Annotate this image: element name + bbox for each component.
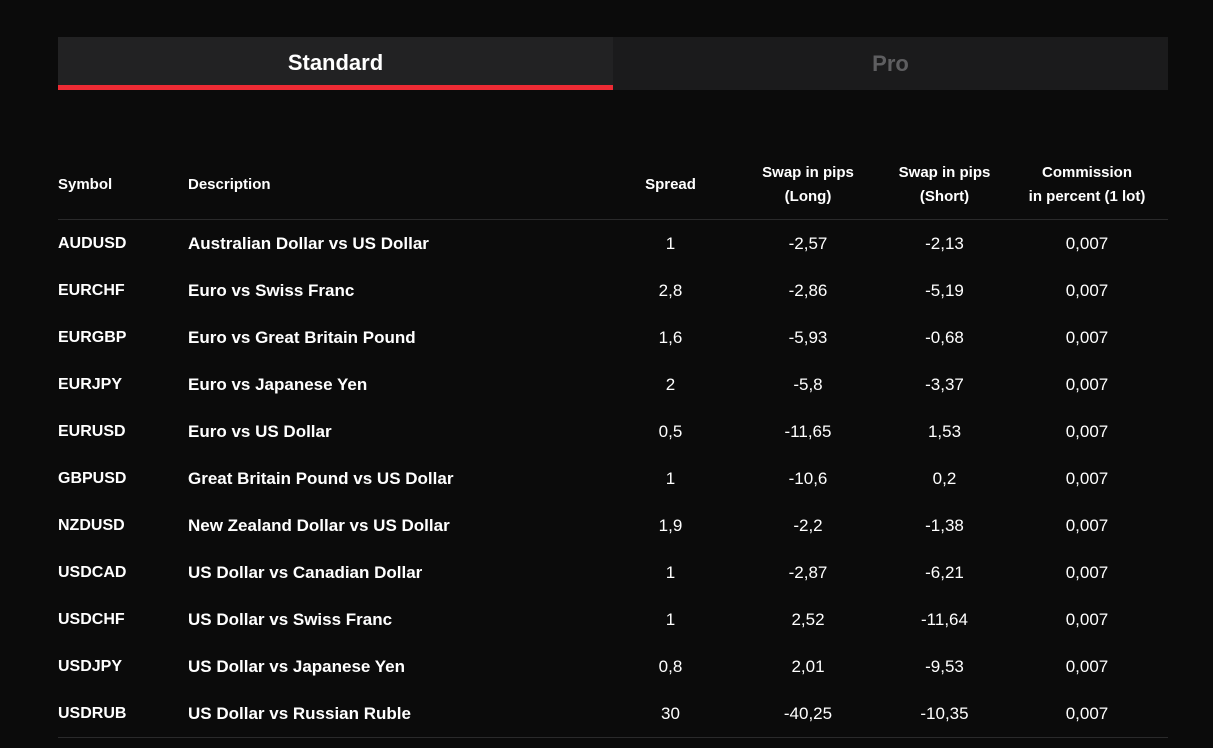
header-description: Description xyxy=(188,150,608,220)
cell-swap-long: -2,2 xyxy=(793,515,823,535)
cell-symbol: GBPUSD xyxy=(58,469,127,487)
cell-swap-long: 2,01 xyxy=(791,656,825,676)
header-symbol: Symbol xyxy=(58,150,188,220)
cell-commission: 0,007 xyxy=(1065,233,1109,253)
account-type-tabs: Standard Pro xyxy=(58,37,1168,90)
header-swap-short-line2: (Short) xyxy=(919,187,970,205)
cell-swap-short: -9,53 xyxy=(925,656,964,676)
header-swap-long-line1: Swap in pips xyxy=(762,163,854,181)
cell-swap-long: -10,6 xyxy=(788,468,828,488)
header-commission: Commission in percent (1 lot) xyxy=(1006,150,1168,220)
cell-spread: 1 xyxy=(665,562,676,582)
table-row: USDJPY US Dollar vs Japanese Yen 0,8 2,01 -9… xyxy=(58,643,1168,690)
cell-symbol: EURCHF xyxy=(58,281,125,299)
cell-commission: 0,007 xyxy=(1065,374,1109,394)
cell-swap-short: -6,21 xyxy=(925,562,964,582)
table-row: USDRUB US Dollar vs Russian Ruble 30 -40,25… xyxy=(58,690,1168,738)
header-swap-short: Swap in pips (Short) xyxy=(883,150,1006,220)
cell-spread: 2 xyxy=(665,374,676,394)
cell-description: Euro vs Japanese Yen xyxy=(188,374,368,394)
cell-spread: 1,6 xyxy=(658,327,683,347)
header-spread: Spread xyxy=(608,150,733,220)
cell-commission: 0,007 xyxy=(1065,421,1109,441)
cell-commission: 0,007 xyxy=(1065,468,1109,488)
table-row: USDCAD US Dollar vs Canadian Dollar 1 -2,87… xyxy=(58,549,1168,596)
cell-symbol: USDJPY xyxy=(58,657,123,675)
tab-standard[interactable]: Standard xyxy=(58,37,613,90)
cell-description: US Dollar vs Canadian Dollar xyxy=(188,562,423,582)
table-row: AUDUSD Australian Dollar vs US Dollar 1 -2,… xyxy=(58,220,1168,268)
table-row: EURUSD Euro vs US Dollar 0,5 -11,65 1,53 0,00… xyxy=(58,408,1168,455)
table-row: USDCHF US Dollar vs Swiss Franc 1 2,52 -11,6… xyxy=(58,596,1168,643)
cell-spread: 2,8 xyxy=(658,280,683,300)
cell-swap-long: -2,87 xyxy=(788,562,828,582)
cell-swap-long: -11,65 xyxy=(784,421,832,441)
cell-description: US Dollar vs Japanese Yen xyxy=(188,656,406,676)
cell-swap-short: -1,38 xyxy=(925,515,964,535)
cell-symbol: EURGBP xyxy=(58,328,127,346)
cell-swap-short: -11,64 xyxy=(921,609,968,629)
cell-commission: 0,007 xyxy=(1065,609,1109,629)
cell-commission: 0,007 xyxy=(1065,280,1109,300)
cell-spread: 30 xyxy=(608,690,733,738)
cell-swap-short: -3,37 xyxy=(925,374,964,394)
cell-swap-long: -40,25 xyxy=(733,690,883,738)
cell-spread: 0,5 xyxy=(658,421,683,441)
cell-description: Australian Dollar vs US Dollar xyxy=(188,233,429,253)
cell-swap-short: -10,35 xyxy=(883,690,1006,738)
cell-description: US Dollar vs Russian Ruble xyxy=(188,690,608,738)
cell-swap-long: -5,93 xyxy=(788,327,828,347)
cell-symbol: USDCHF xyxy=(58,610,125,628)
cell-commission: 0,007 xyxy=(1065,515,1109,535)
tab-pro[interactable]: Pro xyxy=(613,37,1168,90)
cell-spread: 0,8 xyxy=(658,656,683,676)
cell-symbol: NZDUSD xyxy=(58,516,125,534)
instruments-table: Symbol Description Spread Swap in pips (… xyxy=(58,150,1168,738)
table-row: EURJPY Euro vs Japanese Yen 2 -5,8 -3,37 0,00… xyxy=(58,361,1168,408)
cell-symbol: EURJPY xyxy=(58,375,123,393)
cell-swap-short: -0,68 xyxy=(925,327,964,347)
table-row: EURGBP Euro vs Great Britain Pound 1,6 -5,9… xyxy=(58,314,1168,361)
cell-swap-long: -2,86 xyxy=(788,280,828,300)
cell-swap-short: 1,53 xyxy=(927,421,962,441)
table-header-row: Symbol Description Spread Swap in pips (… xyxy=(58,150,1168,220)
table-row: EURCHF Euro vs Swiss Franc 2,8 -2,86 -5,19 0,… xyxy=(58,267,1168,314)
header-commission-line1: Commission xyxy=(1041,163,1132,181)
cell-description: Euro vs US Dollar xyxy=(188,421,332,441)
cell-swap-long: -2,57 xyxy=(788,233,828,253)
cell-swap-short: 0,2 xyxy=(932,468,957,488)
cell-spread: 1 xyxy=(665,609,676,629)
cell-commission: 0,007 xyxy=(1065,562,1109,582)
cell-description: Great Britain Pound vs US Dollar xyxy=(188,468,454,488)
header-swap-short-line1: Swap in pips xyxy=(898,163,991,181)
cell-description: Euro vs Great Britain Pound xyxy=(188,327,416,347)
cell-swap-short: -2,13 xyxy=(925,233,964,253)
header-swap-long: Swap in pips (Long) xyxy=(733,150,883,220)
cell-commission: 0,007 xyxy=(1065,327,1109,347)
cell-spread: 1,9 xyxy=(658,515,683,535)
cell-symbol: AUDUSD xyxy=(58,234,127,252)
cell-symbol: EURUSD xyxy=(58,422,126,440)
cell-swap-short: -5,19 xyxy=(925,280,964,300)
cell-description: Euro vs Swiss Franc xyxy=(188,280,355,300)
table-row: GBPUSD Great Britain Pound vs US Dollar 1 -… xyxy=(58,455,1168,502)
table-row: NZDUSD New Zealand Dollar vs US Dollar 1,9… xyxy=(58,502,1168,549)
cell-swap-long: -5,8 xyxy=(793,374,823,394)
cell-symbol: USDRUB xyxy=(58,690,188,738)
cell-symbol: USDCAD xyxy=(58,563,127,581)
cell-spread: 1 xyxy=(665,233,676,253)
cell-description: US Dollar vs Swiss Franc xyxy=(188,609,393,629)
header-swap-long-line2: (Long) xyxy=(784,187,832,205)
cell-swap-long: 2,52 xyxy=(791,609,825,629)
header-commission-line2: in percent (1 lot) xyxy=(1028,187,1146,205)
cell-commission: 0,007 xyxy=(1006,690,1168,738)
cell-commission: 0,007 xyxy=(1065,656,1109,676)
cell-spread: 1 xyxy=(665,468,676,488)
cell-description: New Zealand Dollar vs US Dollar xyxy=(188,515,450,535)
